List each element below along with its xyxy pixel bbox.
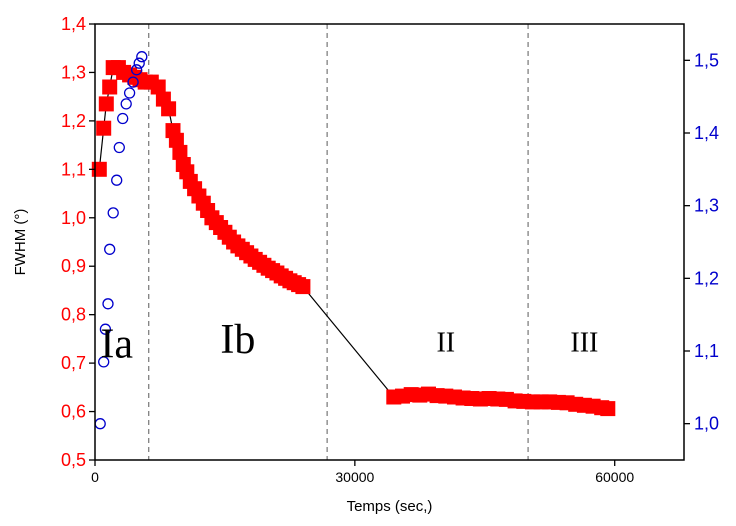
x-tick-label: 60000 <box>595 469 634 485</box>
y2-tick-label: 1,1 <box>694 341 719 361</box>
series-2-point <box>127 76 139 88</box>
y2-tick-label: 1,4 <box>694 123 719 143</box>
series-1-point <box>295 279 311 295</box>
series-1-point <box>168 132 184 148</box>
region-label-ib: Ib <box>220 317 255 363</box>
series-2-point <box>113 141 125 154</box>
region-label-iii: III <box>570 327 598 358</box>
series-2-point <box>99 323 112 335</box>
series-2-point <box>133 57 145 69</box>
y-tick-label: 0,5 <box>61 450 86 470</box>
series-1-point <box>102 79 118 95</box>
y2-tick-label: 1,5 <box>694 50 719 70</box>
x-tick-label: 30000 <box>335 469 374 485</box>
x-tick-label: 0 <box>91 469 99 485</box>
series-2-point <box>94 418 106 430</box>
series-1-point <box>161 101 177 117</box>
series-2-point <box>120 98 132 110</box>
tick-labels: 0,5 0,6 0,7 0,8 0,9 1,0 1,1 1,2 1,3 1,4 1,0 1,1 1,2 1… <box>61 14 719 485</box>
y-tick-label: 0,6 <box>61 402 86 422</box>
x-axis-title: Temps (sec,) <box>347 498 433 515</box>
series-1-points <box>91 60 616 417</box>
plot-frame <box>94 23 685 461</box>
series-1-line <box>98 67 608 410</box>
series-1-point <box>150 79 166 95</box>
y-tick-label: 0,8 <box>61 305 86 325</box>
region-divider-lines <box>148 24 529 460</box>
series-2-point <box>107 207 119 219</box>
y-tick-label: 1,1 <box>61 159 86 179</box>
region-labels: Ia Ib II III <box>100 317 598 368</box>
series-2-point <box>104 243 116 255</box>
series-1-point <box>96 120 112 136</box>
y-tick-label: 0,7 <box>61 353 86 373</box>
axis-ticks <box>89 23 690 466</box>
y2-tick-label: 1,3 <box>694 196 719 216</box>
series-2-point <box>123 87 136 99</box>
y-tick-label: 1,4 <box>61 14 86 34</box>
region-label-ia: Ia <box>100 322 133 368</box>
y2-tick-label: 1,2 <box>694 268 719 288</box>
series-1-point <box>600 401 616 417</box>
series-1-point <box>98 96 114 112</box>
series-2-point <box>98 356 110 368</box>
y2-tick-label: 1,0 <box>694 414 719 434</box>
series-2-point <box>102 298 114 310</box>
y-tick-label: 1,2 <box>61 111 86 131</box>
series-connector-lines <box>98 67 608 410</box>
y-tick-label: 0,9 <box>61 256 86 276</box>
region-label-ii: II <box>436 327 455 358</box>
series-1-point <box>172 144 188 160</box>
y-tick-label: 1,0 <box>61 208 86 228</box>
series-2-point <box>136 51 148 63</box>
series-2-point <box>111 174 123 186</box>
y-tick-label: 1,3 <box>61 62 86 82</box>
series-2-point <box>117 112 129 125</box>
y-axis-title: FWHM (°) <box>12 209 29 276</box>
series-2-point <box>130 64 143 76</box>
series-2-points <box>94 51 148 430</box>
